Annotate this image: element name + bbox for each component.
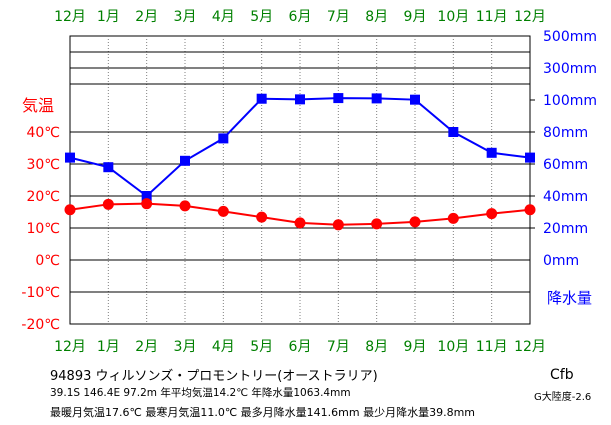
bottom-month-label: 12月 (54, 339, 86, 355)
station-title: 94893 ウィルソンズ・プロモントリー(オーストラリア) (50, 369, 378, 384)
precipitation-tick-label: 20mm (543, 221, 588, 237)
precipitation-point (65, 152, 75, 163)
bottom-month-label: 11月 (476, 339, 508, 355)
temperature-point (371, 218, 383, 230)
top-month-label: 12月 (54, 9, 86, 25)
precipitation-point (295, 94, 305, 105)
series-layer (64, 93, 536, 231)
top-month-label: 3月 (174, 9, 197, 25)
top-month-label: 5月 (250, 9, 273, 25)
temperature-point (447, 212, 459, 224)
precipitation-tick-label: 60mm (543, 157, 588, 173)
temperature-point (256, 211, 268, 223)
precipitation-tick-label: 40mm (543, 189, 588, 205)
precipitation-axis-title: 降水量 (547, 289, 592, 307)
precipitation-tick-label: 500mm (543, 29, 597, 45)
temperature-axis-title: 気温 (22, 96, 54, 115)
temperature-point (294, 217, 306, 229)
precipitation-tick-label: 100mm (543, 93, 597, 109)
bottom-month-label: 9月 (404, 339, 427, 355)
precipitation-tick-label: 300mm (543, 61, 597, 77)
precipitation-point (410, 94, 420, 105)
temperature-point (524, 204, 536, 216)
temperature-axis: 40℃ 30℃ 20℃ 10℃ 0℃ -10℃ -20℃ (21, 125, 60, 333)
bottom-month-label: 5月 (250, 339, 273, 355)
precipitation-point (218, 133, 229, 144)
temperature-point (102, 198, 114, 210)
top-month-label: 4月 (212, 9, 235, 25)
bottom-month-label: 7月 (327, 339, 350, 355)
precipitation-point (256, 93, 267, 104)
temperature-point (141, 198, 153, 210)
temperature-tick-label: 20℃ (26, 189, 60, 205)
bottom-month-label: 3月 (174, 339, 197, 355)
top-month-label: 8月 (365, 9, 388, 25)
station-coordinates: 39.1S 146.4E 97.2m 年平均気温14.2℃ 年降水量1063.4… (50, 387, 351, 399)
station-extremes: 最暖月気温17.6℃ 最寒月気温11.0℃ 最多月降水量141.6mm 最少月降… (50, 406, 476, 419)
precipitation-point (448, 127, 459, 137)
bottom-month-labels: 12月 1月 2月 3月 4月 5月 6月 7月 8月 9月 10月 11月 12月 (54, 339, 546, 355)
precipitation-point (486, 147, 497, 158)
chart-grid (69, 35, 535, 325)
temperature-tick-label: -20℃ (21, 317, 60, 333)
top-month-label: 11月 (476, 9, 508, 25)
temperature-tick-label: 10℃ (26, 221, 60, 237)
climate-class: Cfb (550, 367, 574, 383)
temperature-tick-label: -10℃ (21, 285, 60, 301)
precipitation-tick-label: 80mm (543, 125, 588, 141)
precipitation-axis: 500mm 300mm 100mm 80mm 60mm 40mm 20mm 0mm (543, 29, 597, 269)
top-month-label: 7月 (327, 9, 350, 25)
precipitation-point (180, 155, 190, 166)
precipitation-point (525, 152, 535, 163)
bottom-month-label: 8月 (365, 339, 388, 355)
bottom-month-label: 4月 (212, 339, 235, 355)
temperature-point (332, 219, 344, 231)
top-month-label: 12月 (514, 9, 546, 25)
temperature-point (409, 216, 421, 228)
top-month-label: 9月 (404, 9, 427, 25)
temperature-tick-label: 30℃ (26, 157, 60, 173)
precipitation-point (103, 162, 114, 173)
precipitation-point (333, 93, 344, 104)
bottom-month-label: 2月 (135, 339, 158, 355)
temperature-point (486, 208, 498, 220)
continentality-index: G大陸度-2.6 (534, 392, 592, 403)
precipitation-tick-label: 0mm (543, 253, 579, 269)
temperature-point (64, 204, 76, 216)
temperature-tick-label: 0℃ (35, 253, 60, 269)
precipitation-point (371, 93, 382, 104)
temperature-point (217, 205, 229, 217)
top-month-label: 1月 (97, 9, 120, 25)
top-month-label: 10月 (437, 9, 469, 25)
top-month-label: 6月 (289, 9, 312, 25)
bottom-month-label: 1月 (97, 339, 120, 355)
top-month-labels: 12月 1月 2月 3月 4月 5月 6月 7月 8月 9月 10月 11月 12月 (54, 9, 546, 25)
top-month-label: 2月 (135, 9, 158, 25)
bottom-month-label: 12月 (514, 339, 546, 355)
bottom-month-label: 10月 (437, 339, 469, 355)
temperature-tick-label: 40℃ (26, 125, 60, 141)
precipitation-point (141, 191, 152, 201)
bottom-month-label: 6月 (289, 339, 312, 355)
temperature-point (179, 200, 191, 212)
